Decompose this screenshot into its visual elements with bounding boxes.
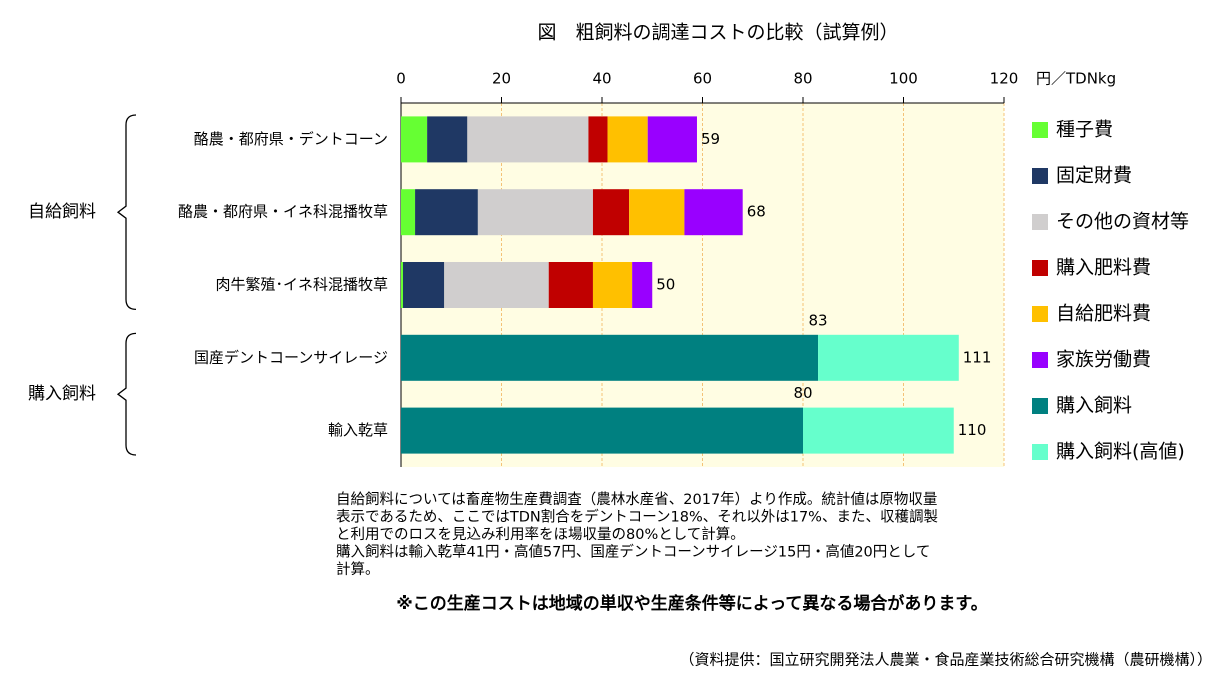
- bar-segment: [467, 116, 589, 163]
- bar-segment: [803, 407, 954, 454]
- note-line: 表示であるため、ここではTDN割合をデントコーン18%、それ以外は17%、また、…: [336, 508, 938, 526]
- category-label: 肉牛繁殖･イネ科混播牧草: [215, 276, 388, 294]
- note-line: 自給飼料については畜産物生産費調査（農林水産省、2017年）より作成。統計値は原…: [336, 491, 937, 508]
- x-unit: 円／TDNkg: [1036, 70, 1116, 88]
- bar-segment: [401, 334, 819, 381]
- x-tick-label: 0: [396, 70, 406, 88]
- bar-segment: [401, 407, 803, 454]
- bar-segment: [592, 262, 633, 308]
- bar-segment: [401, 262, 404, 308]
- bar-segment: [629, 189, 685, 236]
- legend-label: 購入肥料費: [1056, 257, 1151, 279]
- legend-label: 家族労働費: [1056, 349, 1151, 371]
- bar-segment: [607, 116, 648, 163]
- total-label: 111: [963, 348, 992, 366]
- bar-segment: [588, 116, 608, 163]
- x-tick-label: 20: [492, 70, 511, 88]
- legend-swatch: [1032, 444, 1048, 460]
- group-bracket: [116, 332, 137, 456]
- total-label: 59: [701, 130, 720, 148]
- bar-segment: [632, 262, 653, 308]
- x-tick-label: 80: [793, 70, 812, 88]
- category-label: 酪農・都府県・イネ科混播牧草: [178, 203, 388, 221]
- chart-title: 図 粗飼料の調達コストの比較（試算例）: [537, 22, 898, 44]
- legend-swatch: [1032, 352, 1048, 368]
- bar-segment: [818, 334, 959, 381]
- legend-swatch: [1032, 260, 1048, 276]
- legend-label: 固定財費: [1056, 165, 1132, 187]
- bar-segment: [548, 262, 593, 308]
- legend-label: 種子費: [1056, 119, 1113, 141]
- caution: ※この生産コストは地域の単収や生産条件等によって異なる場合があります。: [396, 593, 987, 614]
- bar-segment: [592, 189, 630, 236]
- category-label: 酪農・都府県・デントコーン: [194, 130, 388, 148]
- legend-label: 自給肥料費: [1056, 303, 1151, 325]
- group-bracket: [116, 114, 137, 311]
- legend-swatch: [1032, 122, 1048, 138]
- legend-swatch: [1032, 168, 1048, 184]
- bar-segment: [477, 189, 593, 236]
- note-line: 購入飼料は輸入乾草41円・高値57円、国産デントコーンサイレージ15円・高値20…: [336, 543, 930, 561]
- total-label: 68: [747, 203, 766, 221]
- x-tick-label: 60: [693, 70, 712, 88]
- bar-segment: [401, 116, 428, 163]
- x-tick-label: 120: [990, 70, 1019, 88]
- note-line: 計算。: [336, 561, 380, 578]
- legend-swatch: [1032, 306, 1048, 322]
- category-label: 国産デントコーンサイレージ: [194, 348, 388, 366]
- legend-swatch: [1032, 398, 1048, 414]
- legend-label: その他の資材等: [1056, 211, 1189, 233]
- group-label: 購入飼料: [28, 384, 96, 404]
- source: （資料提供：国立研究開発法人農業・食品産業技術総合研究機構（農研機構））: [679, 651, 1212, 669]
- bar-segment: [401, 189, 416, 236]
- bar-segment: [647, 116, 697, 163]
- note-line: と利用でのロスを見込み利用率をほ場収量の80%として計算。: [336, 526, 745, 543]
- bar-segment: [684, 189, 743, 236]
- x-tick-label: 100: [889, 70, 918, 88]
- category-label: 輸入乾草: [328, 421, 388, 439]
- group-label: 自給飼料: [28, 202, 96, 222]
- total-label: 110: [958, 421, 987, 439]
- x-tick-label: 40: [592, 70, 611, 88]
- bar-segment: [444, 262, 549, 308]
- bar-segment: [415, 189, 478, 236]
- value-label: 80: [793, 384, 812, 402]
- value-label: 83: [809, 311, 828, 329]
- total-label: 50: [656, 276, 675, 294]
- bar-segment: [403, 262, 445, 308]
- bar-segment: [427, 116, 468, 163]
- legend-swatch: [1032, 214, 1048, 230]
- legend-label: 購入飼料: [1056, 395, 1132, 417]
- legend-label: 購入飼料(高値): [1056, 441, 1185, 463]
